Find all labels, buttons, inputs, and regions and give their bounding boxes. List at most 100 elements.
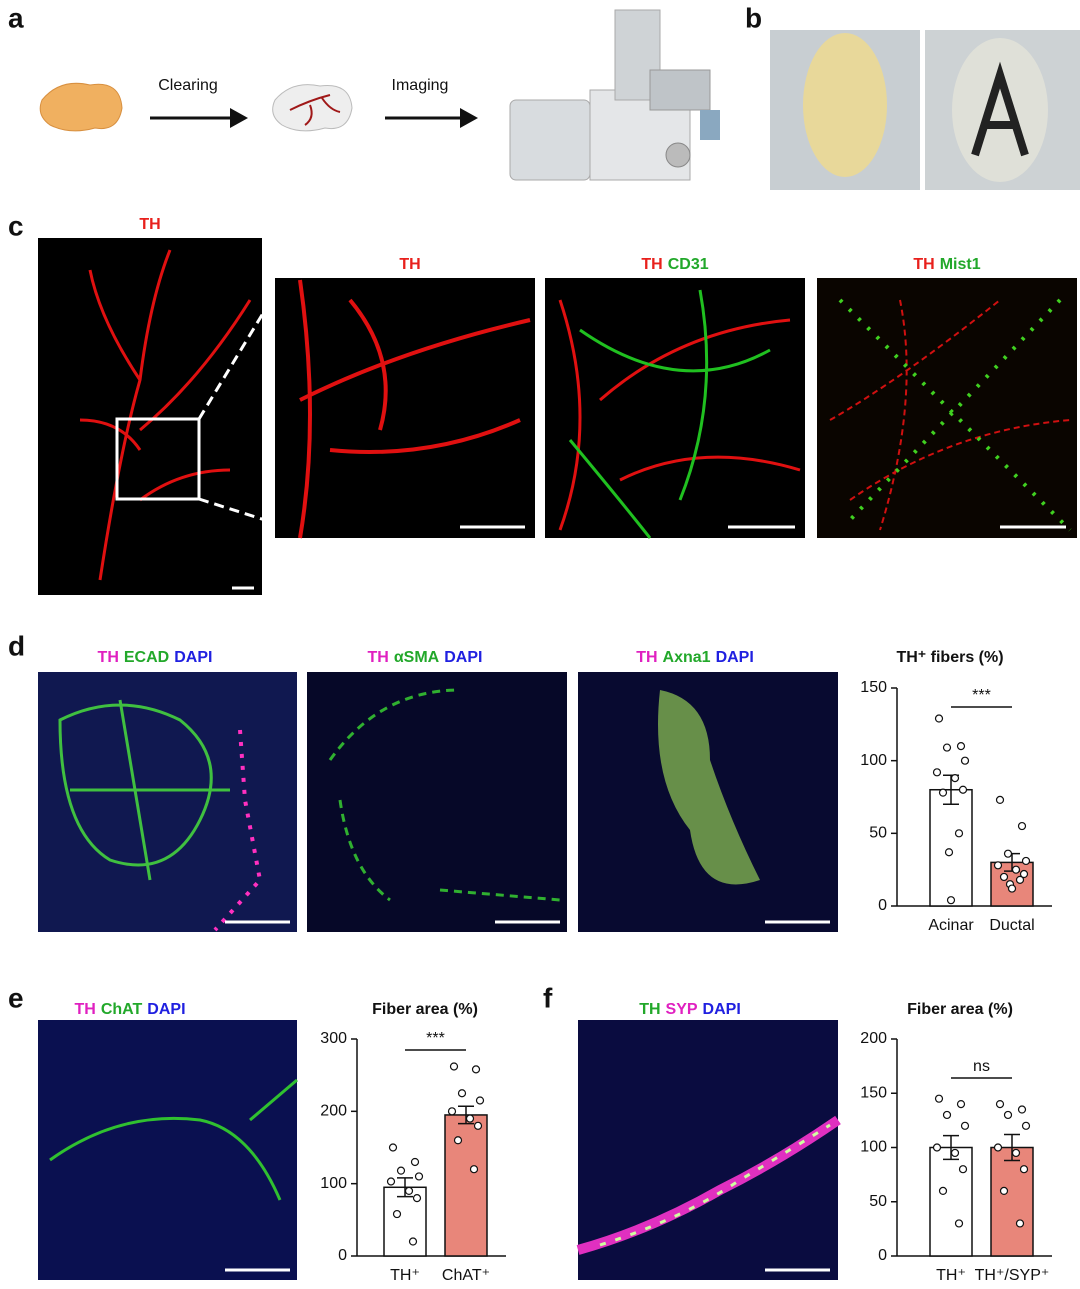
data-point [958, 1165, 968, 1174]
data-point [396, 1166, 406, 1175]
data-point [471, 1065, 481, 1074]
data-point [473, 1121, 483, 1130]
data-point [392, 1209, 402, 1219]
channel-name: TH [639, 1001, 660, 1018]
data-point [475, 1096, 485, 1105]
channel-name: DAPI [703, 1001, 741, 1018]
data-point [412, 1194, 422, 1203]
data-point [469, 1165, 479, 1174]
channel-label: TH ECAD DAPI [98, 649, 213, 666]
data-point [449, 1062, 459, 1071]
data-point [1003, 1110, 1013, 1120]
image [545, 278, 805, 538]
data-point [1019, 1165, 1029, 1174]
channel-name: TH [636, 649, 657, 666]
channel-name: Mist1 [940, 256, 981, 273]
channel-name: TH [98, 649, 119, 666]
channel-name: TH [139, 216, 160, 233]
chart-title: TH⁺ fibers (%) [896, 649, 1003, 666]
channel-name: Axna1 [663, 649, 711, 666]
panel-letter: e [8, 982, 24, 1013]
channel-name: TH [913, 256, 934, 273]
error-bar [943, 1134, 959, 1161]
channel-label: TH Mist1 [913, 256, 980, 273]
bar [444, 1114, 488, 1257]
bar [929, 788, 973, 907]
y-tick-label: 100 [860, 1139, 887, 1156]
channel-name: TH [74, 1001, 95, 1018]
panel-letter: a [8, 2, 24, 33]
data-point [995, 1099, 1005, 1109]
data-point [404, 1186, 414, 1196]
data-point [408, 1237, 418, 1246]
image [817, 278, 1077, 538]
significance-label: *** [426, 1030, 445, 1047]
y-tick-label: 0 [878, 1247, 887, 1264]
tissue [803, 33, 887, 177]
y-tick-label: 0 [338, 1247, 347, 1264]
channel-name: DAPI [716, 649, 754, 666]
y-tick-label: 150 [860, 1084, 887, 1101]
channel-label: TH [399, 256, 420, 273]
channel-name: DAPI [147, 1001, 185, 1018]
data-point [457, 1089, 467, 1098]
data-point [414, 1172, 424, 1181]
data-point [447, 1107, 457, 1116]
chart-title: Fiber area (%) [372, 1001, 478, 1018]
data-point [944, 848, 954, 857]
data-point [993, 1143, 1003, 1152]
data-point [946, 896, 956, 905]
panel-a-artwork [39, 9, 720, 181]
x-tick-label: TH⁺ [936, 1267, 966, 1284]
data-point [1019, 869, 1029, 879]
data-point [453, 1136, 463, 1145]
data-point [999, 1186, 1009, 1196]
bar [929, 1146, 973, 1257]
image [38, 1020, 297, 1280]
channel-name: SYP [666, 1001, 698, 1018]
data-point [1021, 1121, 1031, 1130]
significance-label: ns [973, 1058, 990, 1075]
data-point [960, 756, 970, 765]
channel-name: ECAD [124, 649, 169, 666]
data-point [956, 742, 966, 751]
data-point [1015, 1219, 1025, 1228]
error-bar [458, 1105, 474, 1125]
data-point [465, 1114, 475, 1123]
data-point [942, 1110, 952, 1120]
data-point [1021, 856, 1031, 866]
data-point [954, 1219, 964, 1228]
channel-label: TH αSMA DAPI [368, 649, 483, 666]
data-point [938, 1186, 948, 1196]
data-point [932, 1143, 942, 1152]
data-point [993, 861, 1003, 870]
channel-name: αSMA [394, 649, 440, 666]
channel-name: ChAT [101, 1001, 143, 1018]
data-point [995, 795, 1005, 805]
x-tick-label: ChAT⁺ [442, 1267, 490, 1284]
data-point [938, 788, 948, 797]
step-label: Imaging [392, 77, 449, 94]
data-point [1003, 849, 1013, 858]
data-point [942, 743, 952, 752]
x-tick-label: TH⁺ [390, 1267, 420, 1284]
data-point [1011, 865, 1021, 874]
data-point [1011, 1148, 1021, 1158]
data-point [960, 1121, 970, 1130]
y-tick-label: 50 [869, 1193, 887, 1210]
data-point [410, 1157, 420, 1167]
channel-name: DAPI [174, 649, 212, 666]
bar [990, 1146, 1034, 1257]
channel-label: TH Axna1 DAPI [636, 649, 754, 666]
image [275, 278, 535, 538]
data-point [932, 768, 942, 777]
y-tick-label: 300 [320, 1030, 347, 1047]
panel-letter: c [8, 210, 24, 241]
panel-letter: b [745, 2, 762, 33]
y-tick-label: 100 [320, 1175, 347, 1192]
significance-label: *** [972, 687, 991, 704]
image [307, 672, 567, 932]
data-point [950, 1148, 960, 1158]
x-tick-label: Ductal [989, 917, 1034, 934]
y-tick-label: 0 [878, 897, 887, 914]
